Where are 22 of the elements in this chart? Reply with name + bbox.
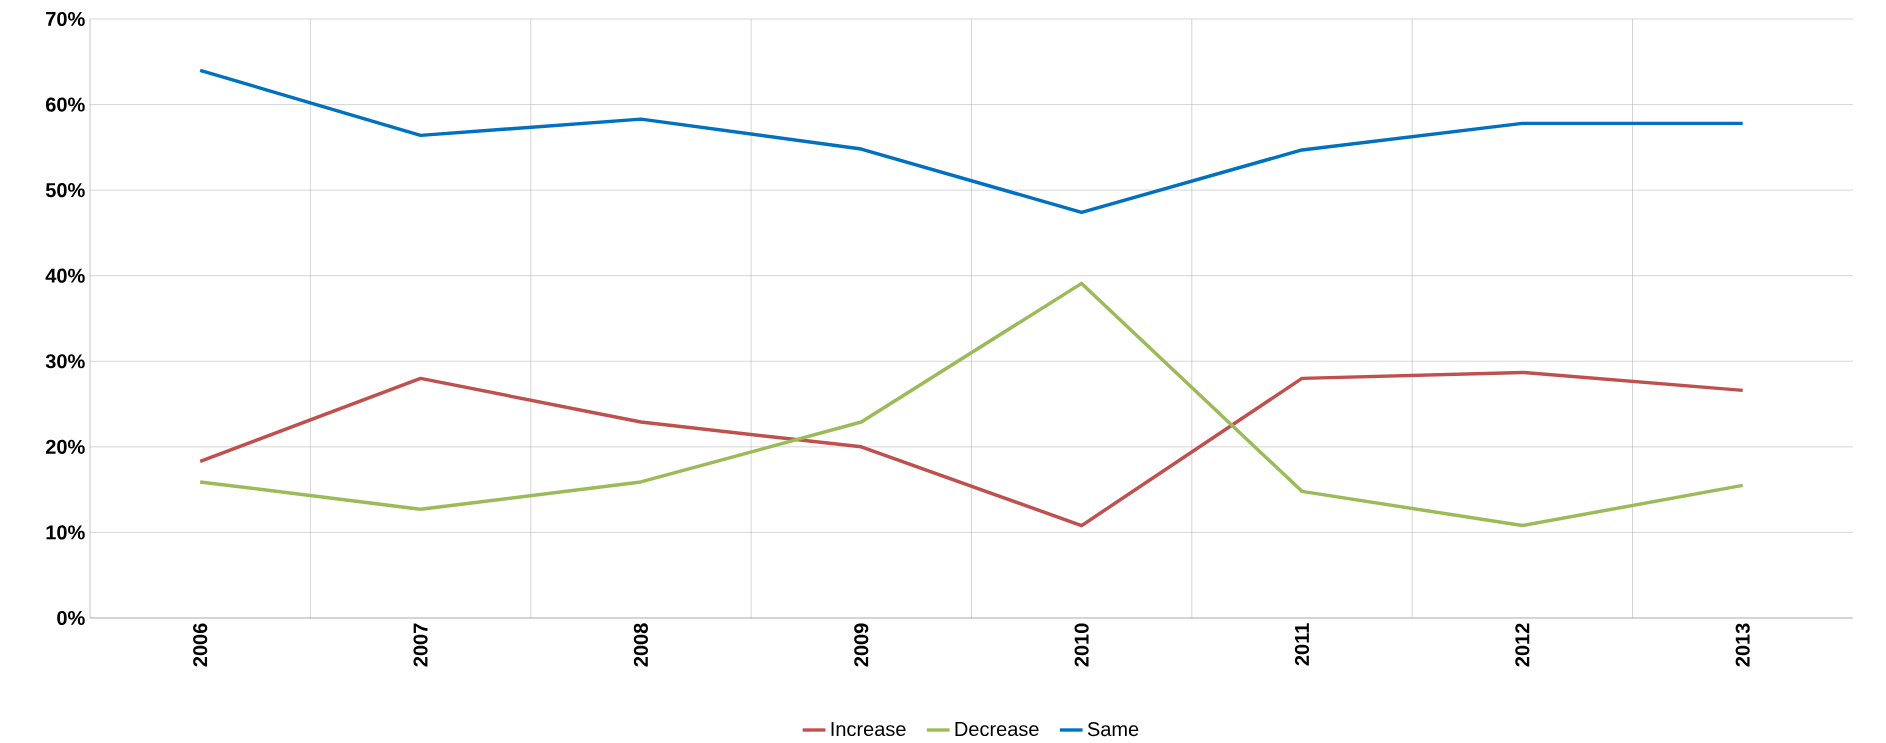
x-tick-label: 2012	[1515, 623, 1530, 667]
x-tick-label: 2006	[193, 623, 208, 667]
x-tick-label: 2011	[1294, 623, 1310, 666]
x-tick-label: 2010	[1074, 623, 1089, 667]
y-tick-label: 50%	[45, 182, 85, 198]
x-tick-label: 2013	[1735, 623, 1750, 667]
legend-label: Decrease	[955, 721, 1039, 736]
x-tick-label: 2008	[633, 623, 648, 667]
x-tick-label: 2007	[413, 623, 428, 667]
line-series	[198, 281, 1745, 528]
line-series	[198, 68, 1745, 214]
y-tick-label: 0%	[57, 610, 85, 625]
line-series	[198, 370, 1745, 528]
y-tick-label: 70%	[46, 11, 85, 26]
x-tick-label: 2009	[854, 623, 869, 667]
y-tick-label: 10%	[46, 525, 85, 540]
y-tick-label: 40%	[45, 268, 85, 283]
y-tick-label: 30%	[45, 354, 85, 369]
y-tick-label: 60%	[46, 97, 85, 112]
legend-label: Increase	[831, 721, 906, 736]
y-tick-label: 20%	[45, 439, 85, 454]
legend-label: Same	[1087, 721, 1139, 737]
